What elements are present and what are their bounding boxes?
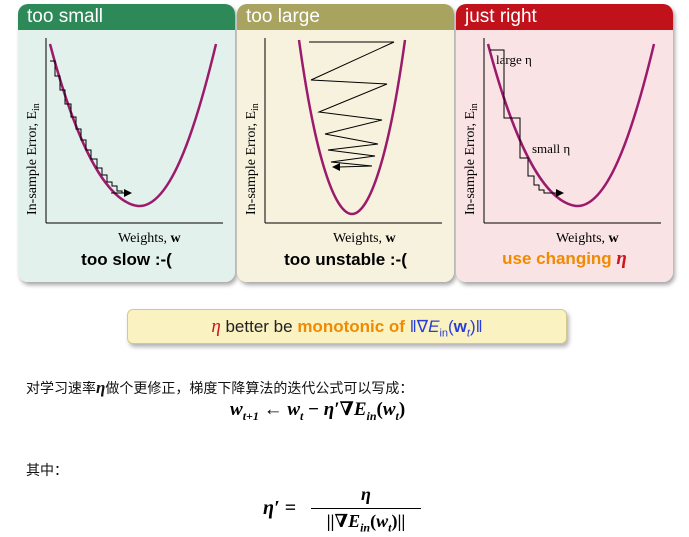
arrow-head	[124, 189, 132, 197]
caption-text: use changing	[502, 249, 617, 268]
y-axis-label: In-sample Error, Ein	[244, 103, 261, 215]
eta-symbol: η	[211, 316, 221, 337]
gradient-norm: ‖∇Ein(wt)‖	[409, 317, 483, 340]
y-axis-label: In-sample Error, Ein	[463, 103, 480, 215]
note-text: better be	[220, 317, 298, 336]
step-path	[50, 60, 128, 194]
error-curve	[486, 43, 656, 208]
monotonic-note-box: η better be monotonic of ‖∇Ein(wt)‖	[127, 309, 567, 344]
update-equation: wt+1 ← wt − η′∇Ein(wt)	[230, 399, 406, 423]
error-curve	[48, 43, 218, 208]
note-emphasis: monotonic of	[297, 317, 410, 336]
error-curve	[297, 39, 407, 216]
arrow-head	[332, 163, 340, 171]
x-axis-label: Weights, w	[333, 231, 397, 246]
panel-too-small: too small In-sample Error, Ein Weights, …	[18, 4, 235, 282]
large-eta-label: large η	[496, 52, 532, 67]
arrow-line	[338, 165, 373, 168]
step-path	[490, 49, 552, 194]
caption-eta: η	[616, 248, 627, 269]
x-axis-label: Weights, w	[118, 231, 182, 246]
plot-too-small: In-sample Error, Ein Weights, w	[25, 38, 223, 246]
panel-body: large η small η In-sample Error, Ein Wei…	[456, 30, 673, 282]
y-axis-label: In-sample Error, Ein	[25, 103, 42, 215]
oscillation-path	[309, 41, 395, 167]
panel-caption: use changing η	[456, 248, 673, 270]
panel-too-large: too large In-sample Error, Ein Weights, …	[237, 4, 454, 282]
small-eta-label: small η	[532, 141, 570, 156]
body-line-2: 其中：	[26, 462, 68, 478]
plot-too-large: In-sample Error, Ein Weights, w	[244, 38, 442, 246]
panel-title: too small	[18, 4, 235, 30]
panel-just-right: just right large η small η In-sample Err…	[456, 4, 673, 282]
panel-title: too large	[237, 4, 454, 30]
x-axis-label: Weights, w	[556, 231, 620, 246]
plot-just-right: large η small η In-sample Error, Ein Wei…	[463, 38, 661, 246]
panel-body: In-sample Error, Ein Weights, w too unst…	[237, 30, 454, 282]
panel-title: just right	[456, 4, 673, 30]
panel-caption: too slow :-(	[81, 250, 172, 269]
panel-caption: too unstable :-(	[284, 250, 407, 269]
body-line-1: 对学习速率η做个更修正，梯度下降算法的迭代公式可以写成：	[26, 378, 414, 397]
panel-body: In-sample Error, Ein Weights, w too slow…	[18, 30, 235, 282]
arrow-head	[556, 189, 564, 197]
